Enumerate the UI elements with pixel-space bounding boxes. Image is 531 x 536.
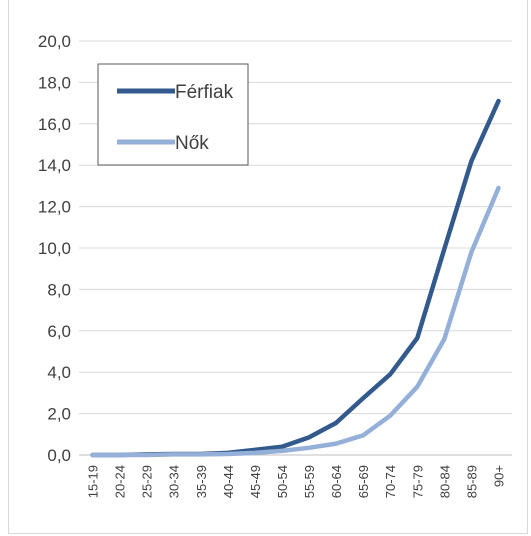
x-tick-label: 55-59 bbox=[302, 465, 317, 498]
y-tick-label: 8,0 bbox=[47, 280, 71, 299]
y-tick-label: 14,0 bbox=[38, 156, 71, 175]
y-tick-label: 18,0 bbox=[38, 73, 71, 92]
y-tick-label: 0,0 bbox=[47, 446, 71, 465]
x-tick-label: 40-44 bbox=[221, 465, 236, 498]
y-tick-label: 10,0 bbox=[38, 239, 71, 258]
series-line-1 bbox=[90, 185, 501, 458]
x-tick-label: 65-69 bbox=[356, 465, 371, 498]
x-tick-label: 30-34 bbox=[167, 465, 182, 498]
x-tick-label: 15-19 bbox=[86, 465, 101, 498]
y-tick-label: 6,0 bbox=[47, 322, 71, 341]
x-axis-ticks: 15-19 20-24 25-29 30-34 35-39 40-44 45-49 50-54… bbox=[86, 465, 507, 498]
y-tick-label: 12,0 bbox=[38, 198, 71, 217]
y-axis-ticks: 0,0 2,0 4,0 6,0 8,0 10,0 12,0 14,0 16,0 18,0 20,0 bbox=[38, 32, 71, 465]
x-tick-label: 70-74 bbox=[383, 465, 398, 498]
x-tick-label: 60-64 bbox=[329, 465, 344, 498]
legend: Férfiak Nők bbox=[97, 63, 249, 166]
x-tick-label: 20-24 bbox=[113, 465, 128, 498]
x-tick-label: 45-49 bbox=[248, 465, 263, 498]
legend-label-nok: Nők bbox=[175, 133, 209, 154]
legend-label-ferfiak: Férfiak bbox=[175, 82, 234, 103]
x-tick-label: 85-89 bbox=[464, 465, 479, 498]
x-tick-label: 25-29 bbox=[140, 465, 155, 498]
y-tick-label: 20,0 bbox=[38, 32, 71, 51]
x-tick-label: 35-39 bbox=[194, 465, 209, 498]
chart-svg: 0,02,04,06,08,010,012,014,016,018,020,0 … bbox=[38, 32, 512, 498]
legend-box bbox=[97, 63, 249, 166]
grid-lines bbox=[79, 40, 512, 456]
y-tick-label: 4,0 bbox=[47, 363, 71, 382]
x-tick-label: 90+ bbox=[491, 465, 506, 487]
x-tick-label: 75-79 bbox=[410, 465, 425, 498]
series-lines bbox=[90, 98, 501, 458]
x-tick-label: 50-54 bbox=[275, 465, 290, 498]
chart-frame: 0,0 2,0 4,0 6,0 8,0 10,0 12,0 14,0 16,0 18,0 20,0 … bbox=[8, 0, 528, 534]
x-tick-label: 80-84 bbox=[437, 465, 452, 498]
y-tick-label: 2,0 bbox=[47, 405, 71, 424]
y-tick-label: 16,0 bbox=[38, 115, 71, 134]
